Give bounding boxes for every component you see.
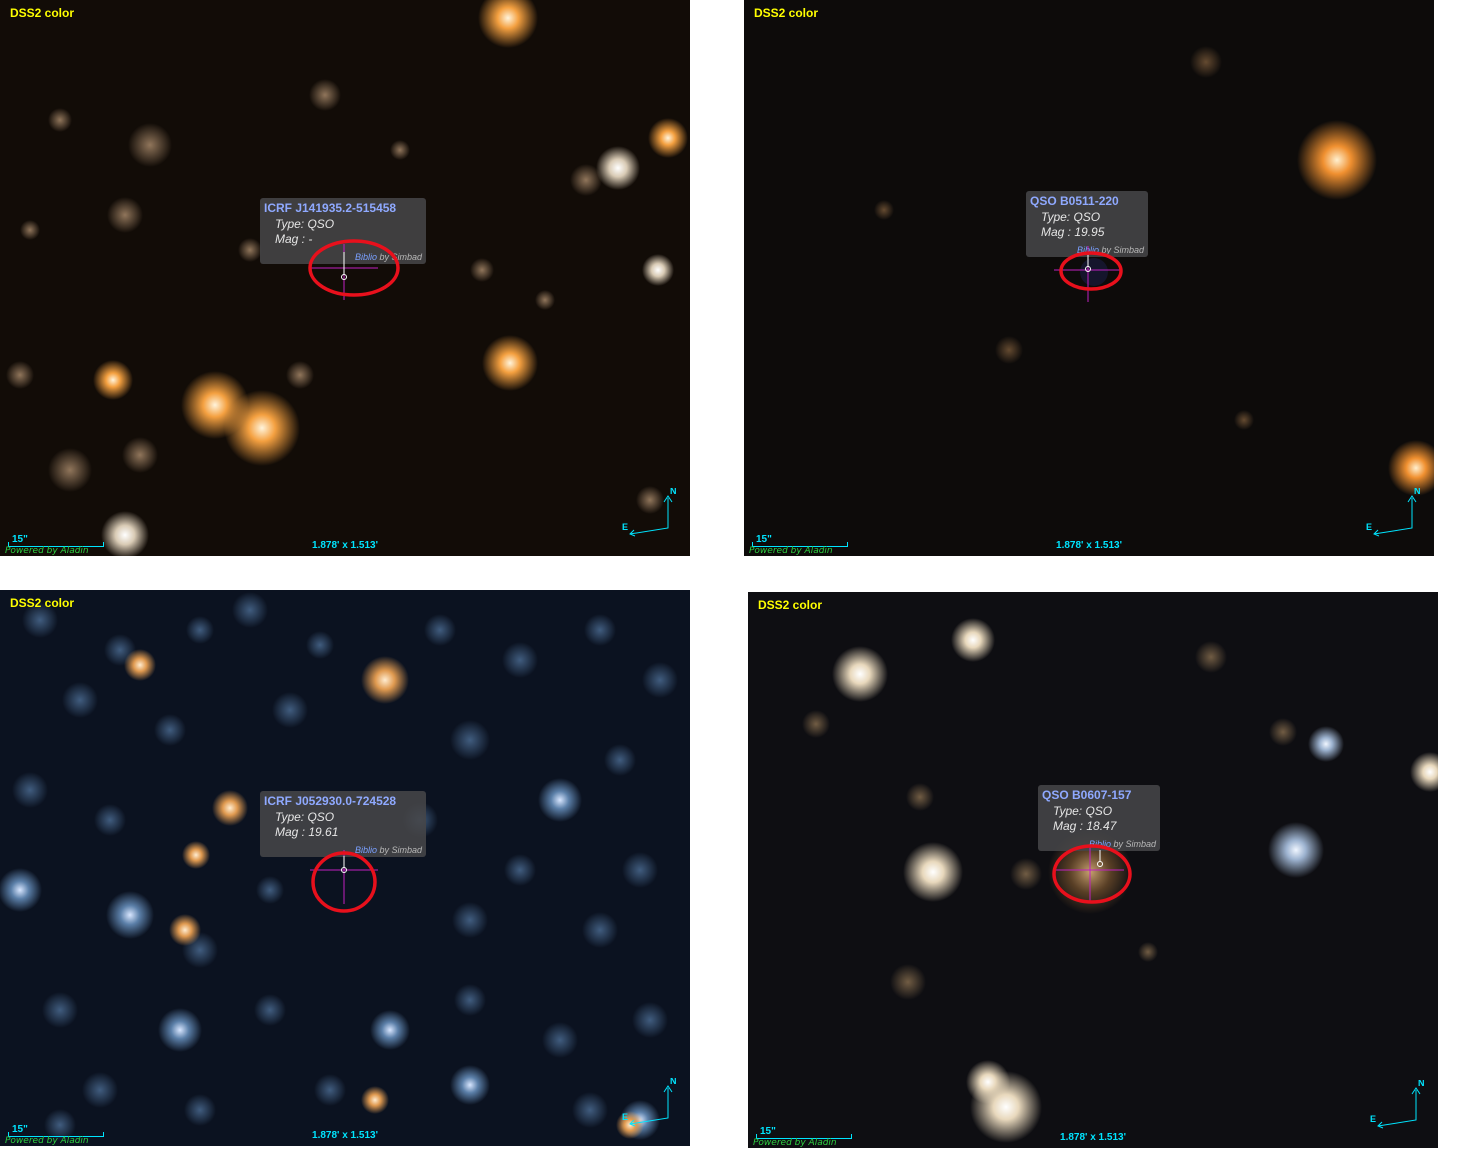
object-tooltip[interactable]: QSO B0607-157 Type: QSO Mag : 18.47 Bibl… bbox=[1038, 785, 1160, 851]
compass-icon: N E bbox=[622, 488, 677, 537]
object-name[interactable]: QSO B0607-157 bbox=[1042, 788, 1132, 802]
field-of-view: 1.878' x 1.513' bbox=[312, 1130, 378, 1141]
object-tooltip[interactable]: ICRF J141935.2-515458 Type: QSO Mag : - … bbox=[260, 198, 426, 264]
compass-icon: N E bbox=[1370, 1080, 1425, 1129]
sky-image-1 bbox=[0, 0, 690, 556]
survey-label: DSS2 color bbox=[10, 596, 75, 610]
aladin-panel-3[interactable]: DSS2 color ICRF J052930.0-724528 Type: Q… bbox=[0, 590, 690, 1146]
target-marker[interactable] bbox=[294, 844, 414, 924]
target-marker[interactable] bbox=[1040, 836, 1160, 916]
powered-by-aladin[interactable]: Powered by Aladin bbox=[749, 546, 833, 556]
highlight-ring bbox=[1052, 844, 1132, 904]
compass-east: E bbox=[622, 1112, 628, 1122]
object-type: Type: QSO bbox=[1041, 210, 1101, 224]
field-of-view: 1.878' x 1.513' bbox=[1056, 540, 1122, 551]
aladin-panel-2[interactable]: DSS2 color QSO B0511-220 Type: QSO Mag :… bbox=[744, 0, 1434, 556]
field-of-view: 1.878' x 1.513' bbox=[1060, 1132, 1126, 1143]
simbad-credit: by Simbad bbox=[379, 845, 422, 855]
survey-label: DSS2 color bbox=[754, 6, 819, 20]
field-of-view: 1.878' x 1.513' bbox=[312, 540, 378, 551]
scale-bar bbox=[8, 542, 104, 547]
compass-north: N bbox=[670, 488, 677, 496]
compass-east: E bbox=[1370, 1114, 1376, 1124]
compass-east: E bbox=[622, 522, 628, 532]
scale-bar bbox=[8, 1132, 104, 1137]
target-marker[interactable] bbox=[294, 230, 414, 310]
object-magnitude: Mag : 19.61 bbox=[275, 825, 339, 839]
compass-icon: N E bbox=[1366, 488, 1421, 537]
compass-north: N bbox=[1418, 1080, 1425, 1088]
aladin-panel-4[interactable]: DSS2 color QSO B0607-157 Type: QSO Mag :… bbox=[748, 592, 1438, 1148]
compass-icon: N E bbox=[622, 1078, 677, 1127]
survey-label: DSS2 color bbox=[758, 598, 823, 612]
object-name[interactable]: QSO B0511-220 bbox=[1030, 194, 1119, 208]
object-name[interactable]: ICRF J141935.2-515458 bbox=[264, 201, 397, 215]
survey-label: DSS2 color bbox=[10, 6, 75, 20]
simbad-credit: by Simbad bbox=[1113, 839, 1156, 849]
highlight-ring bbox=[308, 239, 400, 297]
object-magnitude: Mag : 18.47 bbox=[1053, 819, 1117, 833]
object-tooltip[interactable]: ICRF J052930.0-724528 Type: QSO Mag : 19… bbox=[260, 791, 426, 857]
object-magnitude: Mag : 19.95 bbox=[1041, 225, 1105, 239]
aladin-panel-1[interactable]: DSS2 color ICRF J141935.2-515458 Type: Q… bbox=[0, 0, 690, 556]
compass-north: N bbox=[1414, 488, 1421, 496]
biblio-link[interactable]: Biblio bbox=[354, 845, 377, 855]
biblio-link[interactable]: Biblio bbox=[354, 252, 377, 262]
powered-by-aladin[interactable]: Powered by Aladin bbox=[753, 1138, 837, 1148]
compass-north: N bbox=[670, 1078, 677, 1086]
object-type: Type: QSO bbox=[1053, 804, 1113, 818]
highlight-ring bbox=[1059, 251, 1123, 291]
simbad-credit: by Simbad bbox=[379, 252, 422, 262]
powered-by-aladin[interactable]: Powered by Aladin bbox=[5, 1136, 89, 1146]
scale-bar bbox=[752, 542, 848, 547]
object-type: Type: QSO bbox=[275, 810, 335, 824]
biblio-link[interactable]: Biblio bbox=[1088, 839, 1111, 849]
target-marker[interactable] bbox=[1038, 232, 1158, 312]
scale-bar bbox=[756, 1134, 852, 1139]
scale-label: 15" bbox=[12, 534, 28, 545]
scale-label: 15" bbox=[756, 534, 772, 545]
powered-by-aladin[interactable]: Powered by Aladin bbox=[5, 546, 89, 556]
sky-image-2 bbox=[744, 0, 1434, 556]
object-magnitude: Mag : - bbox=[275, 232, 313, 246]
object-tooltip[interactable]: QSO B0511-220 Type: QSO Mag : 19.95 Bibl… bbox=[1026, 191, 1148, 257]
simbad-credit: by Simbad bbox=[1101, 245, 1144, 255]
object-name[interactable]: ICRF J052930.0-724528 bbox=[264, 794, 397, 808]
scale-label: 15" bbox=[12, 1124, 28, 1135]
scale-label: 15" bbox=[760, 1126, 776, 1137]
highlight-ring bbox=[311, 851, 377, 913]
object-type: Type: QSO bbox=[275, 217, 335, 231]
compass-east: E bbox=[1366, 522, 1372, 532]
